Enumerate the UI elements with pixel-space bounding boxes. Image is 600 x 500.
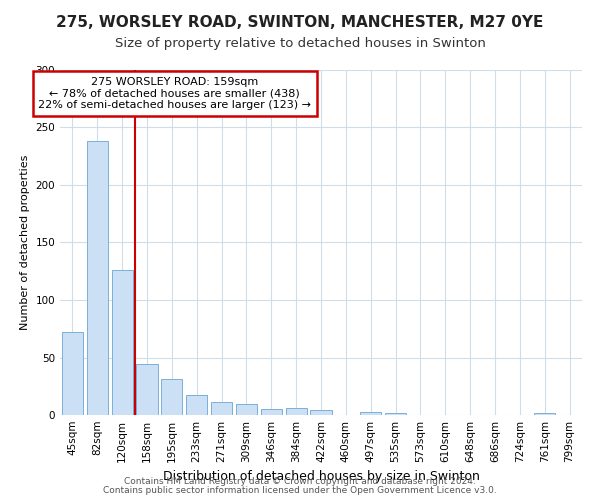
Bar (310, 410, 332, 415)
Bar (360, 412, 381, 415)
Bar (211, 402, 232, 415)
Text: 275 WORSLEY ROAD: 159sqm
← 78% of detached houses are smaller (438)
22% of semi-: 275 WORSLEY ROAD: 159sqm ← 78% of detach… (38, 77, 311, 110)
Bar (385, 412, 406, 415)
Text: 275, WORSLEY ROAD, SWINTON, MANCHESTER, M27 0YE: 275, WORSLEY ROAD, SWINTON, MANCHESTER, … (56, 15, 544, 30)
Bar (161, 380, 182, 415)
Bar (534, 412, 555, 415)
Bar (87, 142, 108, 415)
Bar (261, 409, 282, 415)
Bar (62, 332, 83, 415)
Text: Contains public sector information licensed under the Open Government Licence v3: Contains public sector information licen… (103, 486, 497, 495)
Bar (236, 404, 257, 415)
Text: Contains HM Land Registry data © Crown copyright and database right 2024.: Contains HM Land Registry data © Crown c… (124, 477, 476, 486)
Bar (286, 408, 307, 415)
X-axis label: Distribution of detached houses by size in Swinton: Distribution of detached houses by size … (163, 470, 479, 484)
Bar (186, 396, 207, 415)
Bar (112, 270, 133, 415)
Y-axis label: Number of detached properties: Number of detached properties (20, 155, 30, 330)
Text: Size of property relative to detached houses in Swinton: Size of property relative to detached ho… (115, 38, 485, 51)
Bar (136, 364, 158, 415)
